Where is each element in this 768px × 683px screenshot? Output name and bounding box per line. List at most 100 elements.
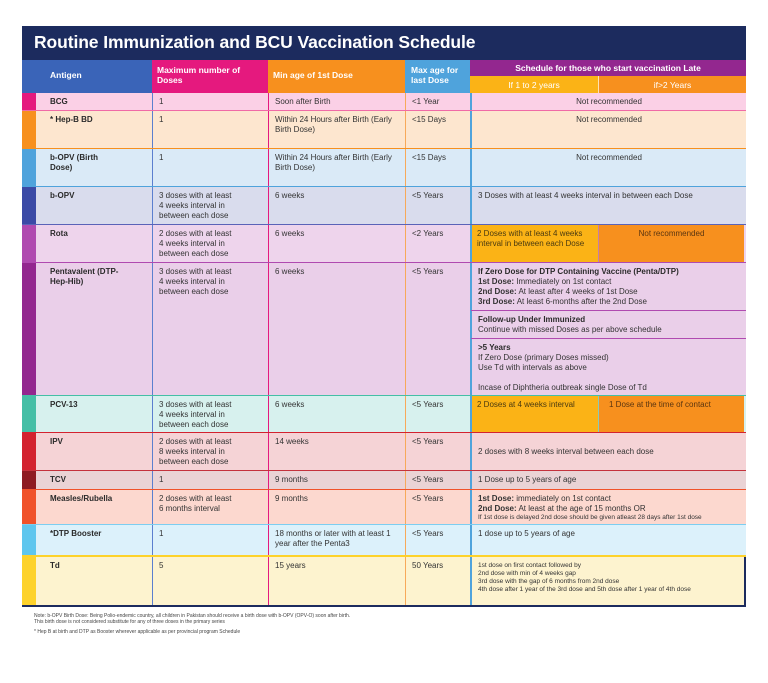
- row-strip-dtpb: [22, 524, 36, 555]
- row-bcg-doses: 1: [153, 94, 268, 111]
- divider-maxage-late: [470, 93, 472, 605]
- row-ipv-max-age: <5 Years: [406, 433, 470, 451]
- dose-label: 1st Dose:: [478, 277, 515, 286]
- row-strip-bopv-bd: [22, 148, 36, 186]
- row-penta-max-age: <5 Years: [406, 263, 470, 281]
- antigen-name: TCV: [50, 475, 66, 484]
- min-age-value: 9 months: [275, 475, 308, 484]
- min-age-value: 6 weeks: [275, 191, 305, 200]
- row-ipv-late: 2 doses with 8 weeks interval between ea…: [472, 443, 746, 461]
- row-strip-penta: [22, 262, 36, 395]
- doses-value: 1: [159, 97, 164, 106]
- row-mr-antigen: Measles/Rubella: [44, 490, 152, 508]
- row-bcg-max-age: <1 Year: [406, 94, 470, 111]
- row-bg-td: [36, 555, 744, 605]
- row-bg-tcv: [36, 470, 746, 489]
- row-penta-doses: 3 doses with at least 4 weeks interval i…: [153, 263, 243, 301]
- td-late-line: 1st dose on first contact followed by: [478, 562, 581, 569]
- row-line: [22, 489, 746, 490]
- row-strip-td: [22, 555, 36, 605]
- antigen-name: Td: [50, 561, 60, 570]
- dose-text: At least 6-months after the 2nd Dose: [514, 297, 647, 306]
- row-ipv-min-age: 14 weeks: [269, 433, 399, 451]
- row-bg-penta: [36, 262, 746, 395]
- row-hepb-doses: 1: [153, 111, 268, 129]
- row-mr-doses: 2 doses with at least 6 months interval: [153, 490, 243, 518]
- doses-value: 5: [159, 561, 164, 570]
- row-rota-max-age: <2 Years: [406, 225, 470, 243]
- row-td-max-age: 50 Years: [406, 557, 470, 575]
- min-age-value: Soon after Birth: [275, 97, 331, 106]
- row-bopv-bd-doses: 1: [153, 149, 268, 167]
- row-bcg-antigen: BCG: [44, 94, 152, 111]
- dose-label: 3rd Dose:: [478, 297, 515, 306]
- row-line: [22, 224, 746, 225]
- row-mr-late: 1st Dose: immediately on 1st contact 2nd…: [472, 490, 746, 526]
- row-strip-tcv: [22, 470, 36, 489]
- rota-late-over2-text: Not recommended: [638, 229, 705, 238]
- dose-label: 2nd Dose:: [478, 287, 517, 296]
- penta-over5-block: >5 Years If Zero Dose (primary Doses mis…: [472, 339, 746, 395]
- max-age-value: <5 Years: [412, 494, 444, 503]
- max-age-value: <5 Years: [412, 437, 444, 446]
- row-bg-bopv: [36, 186, 746, 224]
- row-hepb-late: Not recommended: [472, 111, 746, 129]
- max-age-value: <5 Years: [412, 191, 444, 200]
- max-age-value: <5 Years: [412, 267, 444, 276]
- penta-zero-dose-block: If Zero Dose for DTP Containing Vaccine …: [472, 263, 746, 310]
- max-age-value: <2 Years: [412, 229, 444, 238]
- divider-doses-minage: [268, 93, 269, 605]
- min-age-value: 18 months or later with at least 1 year …: [275, 529, 391, 548]
- row-td-antigen: Td: [44, 557, 152, 575]
- row-td-doses: 5: [153, 557, 243, 575]
- header-late-schedule: Schedule for those who start vaccination…: [470, 60, 746, 76]
- zero-dose-line: 1st Dose: Immediately on 1st contact: [478, 277, 740, 287]
- row-dtpb-antigen: *DTP Booster: [44, 525, 152, 543]
- antigen-name: Measles/Rubella: [50, 494, 113, 503]
- row-hepb-antigen: * Hep-B BD: [44, 111, 152, 129]
- row-strip-rota: [22, 224, 36, 262]
- row-line: [471, 338, 746, 339]
- rota-late-1to2-text: 2 Doses with at least 4 weeks interval i…: [477, 229, 585, 248]
- zero-dose-heading: If Zero Dose for DTP Containing Vaccine …: [478, 267, 679, 276]
- over5-line: Use Td with intervals as above: [478, 363, 587, 372]
- row-tcv-max-age: <5 Years: [406, 471, 470, 489]
- min-age-value: Within 24 Hours after Birth (Early Birth…: [275, 115, 392, 134]
- footnote-asterisk-text: * Hep B at birth and DTP as Booster wher…: [34, 629, 241, 635]
- row-bg-bcg: [36, 93, 746, 110]
- doses-value: 3 doses with at least 4 weeks interval i…: [159, 400, 232, 429]
- late-value: Not recommended: [576, 153, 642, 162]
- row-line: [22, 395, 746, 396]
- header-late-1to2: If 1 to 2 years: [470, 76, 598, 93]
- header-late-over2: if>2 Years: [598, 76, 746, 93]
- row-dtpb-min-age: 18 months or later with at least 1 year …: [269, 525, 405, 553]
- divider-minage-maxage: [405, 93, 406, 605]
- td-late-line: 4th dose after 1 year of the 3rd dose an…: [478, 586, 691, 593]
- header-late-1to2-label: If 1 to 2 years: [508, 80, 560, 90]
- row-penta-min-age: 6 weeks: [269, 263, 399, 281]
- td-late-line: 2nd dose with min of 4 weeks gap: [478, 570, 576, 577]
- row-tcv-doses: 1: [153, 471, 243, 489]
- row-strip-pcv: [22, 395, 36, 432]
- header-max-age: Max age for last Dose: [405, 60, 470, 93]
- row-line: [22, 148, 746, 149]
- header-min-age: Min age of 1st Dose: [268, 60, 405, 93]
- row-strip-mr: [22, 489, 36, 524]
- row-strip-bopv: [22, 186, 36, 224]
- antigen-name: * Hep-B BD: [50, 115, 93, 124]
- doses-value: 3 doses with at least 4 weeks interval i…: [159, 191, 232, 220]
- td-late-line: 3rd dose with the gap of 6 months from 2…: [478, 578, 620, 585]
- antigen-name: Rota: [50, 229, 68, 238]
- header-min-age-label: Min age of 1st Dose: [273, 70, 353, 80]
- max-age-value: <5 Years: [412, 475, 444, 484]
- mr-late-line: 1st Dose: immediately on 1st contact: [478, 494, 740, 504]
- row-tcv-antigen: TCV: [44, 471, 152, 489]
- late-value: Not recommended: [576, 115, 642, 124]
- row-bcg-late: Not recommended: [472, 94, 746, 111]
- dose-text: Immediately on 1st contact: [514, 277, 612, 286]
- header-late-schedule-label: Schedule for those who start vaccination…: [515, 63, 701, 73]
- pcv-late-1to2-text: 2 Doses at 4 weeks interval: [477, 400, 575, 409]
- rota-late-over2-block: Not recommended: [598, 225, 744, 262]
- follow-up-text: Continue with missed Doses as per above …: [478, 325, 662, 334]
- row-pcv-max-age: <5 Years: [406, 396, 470, 414]
